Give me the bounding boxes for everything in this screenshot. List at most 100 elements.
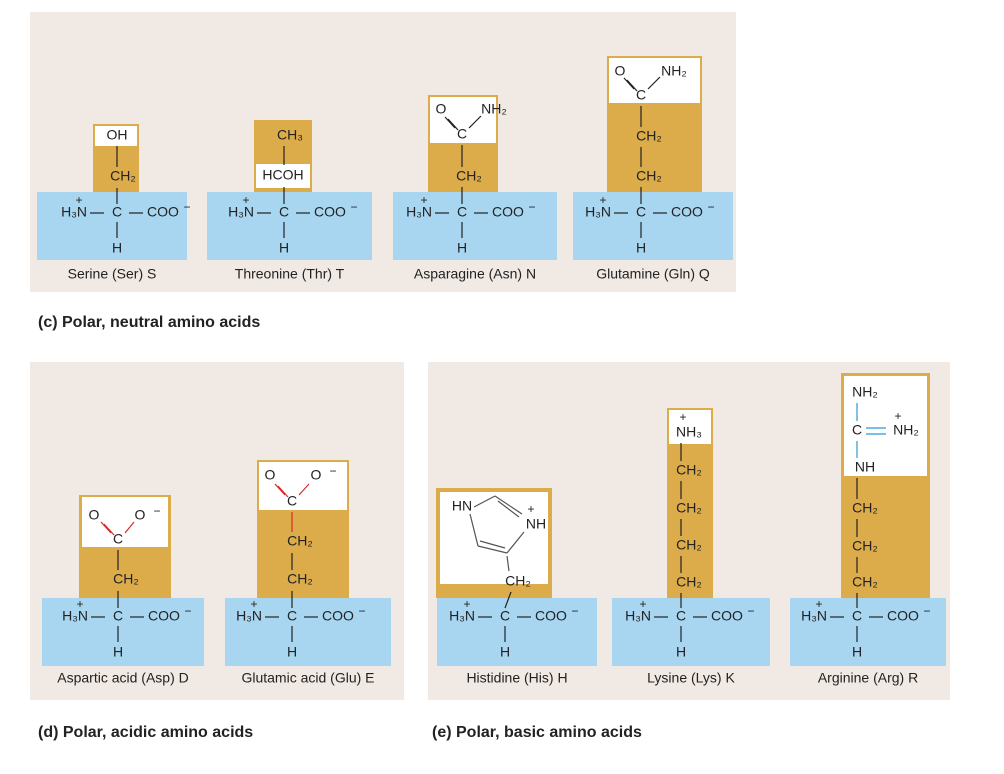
backbone-atom: H	[852, 644, 862, 660]
side-chain-atom: HN	[452, 498, 472, 514]
side-chain-atom: OH	[107, 127, 128, 143]
side-chain-atom: NH₂	[852, 384, 878, 400]
backbone-atom: H	[636, 240, 646, 256]
side-chain-atom: CH₂	[852, 538, 878, 554]
backbone-atom: COO	[147, 204, 179, 220]
side-chain-atom: −	[153, 504, 160, 518]
bond	[494, 495, 523, 515]
bond	[124, 521, 135, 534]
side-chain-atom: CH₂	[676, 462, 702, 478]
backbone-box	[207, 192, 372, 260]
side-chain-highlight	[609, 58, 700, 103]
bond	[506, 555, 510, 572]
bond	[274, 483, 286, 496]
backbone-atom: COO	[148, 608, 180, 624]
side-chain-highlight	[259, 462, 347, 510]
side-chain-atom: CH₂	[505, 573, 531, 589]
backbone-box	[37, 192, 187, 260]
backbone-atom: COO	[671, 204, 703, 220]
backbone-box	[437, 598, 597, 666]
side-chain-atom: NH	[526, 516, 546, 532]
side-chain-atom: O	[89, 507, 100, 523]
backbone-atom: +	[815, 597, 822, 611]
backbone-atom: C	[852, 608, 862, 624]
backbone-atom: COO	[711, 608, 743, 624]
backbone-atom: H	[112, 240, 122, 256]
bond	[623, 77, 635, 90]
side-chain-atom: NH₂	[481, 101, 507, 117]
side-chain-atom: O	[615, 63, 626, 79]
backbone-atom: C	[287, 608, 297, 624]
side-chain-atom: CH₂	[113, 571, 139, 587]
side-chain-atom: CH₂	[636, 168, 662, 184]
side-chain-atom: CH₂	[636, 128, 662, 144]
backbone-box	[42, 598, 204, 666]
side-chain-atom: CH₂	[287, 533, 313, 549]
backbone-atom: H₃N	[801, 608, 827, 624]
amino-acid-name: Histidine (His) H	[466, 670, 567, 686]
side-chain-atom: NH₂	[661, 63, 687, 79]
side-chain-atom: O	[265, 467, 276, 483]
backbone-atom: H	[457, 240, 467, 256]
backbone-atom: −	[707, 200, 714, 214]
backbone-box	[612, 598, 770, 666]
backbone-atom: H₃N	[62, 608, 88, 624]
side-chain-atom: C	[852, 422, 862, 438]
backbone-atom: H	[279, 240, 289, 256]
side-chain-highlight	[669, 410, 711, 444]
backbone-atom: H	[287, 644, 297, 660]
side-chain-highlight	[95, 126, 137, 146]
bond	[447, 118, 459, 131]
bond	[473, 495, 496, 508]
bond	[626, 79, 638, 92]
side-chain-atom: O	[135, 507, 146, 523]
side-chain-highlight	[440, 492, 548, 584]
backbone-atom: +	[639, 597, 646, 611]
side-chain-atom: C	[457, 126, 467, 142]
bond	[477, 545, 508, 554]
backbone-box	[225, 598, 391, 666]
amino-acid-name: Asparagine (Asn) N	[414, 266, 536, 282]
backbone-atom: −	[571, 604, 578, 618]
backbone-atom: −	[923, 604, 930, 618]
backbone-atom: COO	[535, 608, 567, 624]
side-chain-atom: CH₂	[852, 500, 878, 516]
backbone-atom: C	[112, 204, 122, 220]
side-chain-atom: CH₂	[676, 537, 702, 553]
backbone-atom: H₃N	[585, 204, 611, 220]
side-chain-highlight	[430, 97, 496, 143]
side-chain-atom: +	[527, 502, 534, 516]
side-chain-atom: NH	[855, 459, 875, 475]
bond	[497, 500, 520, 518]
amino-acid-name: Serine (Ser) S	[68, 266, 157, 282]
side-chain-atom: C	[636, 87, 646, 103]
side-chain-atom: CH₂	[676, 500, 702, 516]
backbone-atom: C	[500, 608, 510, 624]
side-chain-atom: HCOH	[262, 167, 303, 183]
backbone-atom: H	[676, 644, 686, 660]
amino-acid-name: Lysine (Lys) K	[647, 670, 735, 686]
side-chain-atom: C	[287, 493, 297, 509]
panel-caption: (e) Polar, basic amino acids	[432, 724, 642, 741]
side-chain-atom: O	[436, 101, 447, 117]
backbone-atom: C	[279, 204, 289, 220]
bond	[277, 485, 289, 498]
backbone-atom: −	[528, 200, 535, 214]
backbone-atom: H	[113, 644, 123, 660]
backbone-atom: −	[747, 604, 754, 618]
backbone-atom: COO	[492, 204, 524, 220]
side-chain-atom: CH₂	[852, 574, 878, 590]
backbone-atom: COO	[887, 608, 919, 624]
bond	[504, 591, 512, 609]
backbone-box	[393, 192, 557, 260]
amino-acid-name: Glutamic acid (Glu) E	[241, 670, 374, 686]
side-chain-atom: CH₃	[277, 127, 303, 143]
side-chain-atom: NH₃	[676, 424, 702, 440]
backbone-atom: +	[463, 597, 470, 611]
backbone-atom: C	[113, 608, 123, 624]
backbone-atom: −	[183, 200, 190, 214]
bond	[469, 513, 479, 547]
backbone-atom: −	[184, 604, 191, 618]
backbone-box	[790, 598, 946, 666]
